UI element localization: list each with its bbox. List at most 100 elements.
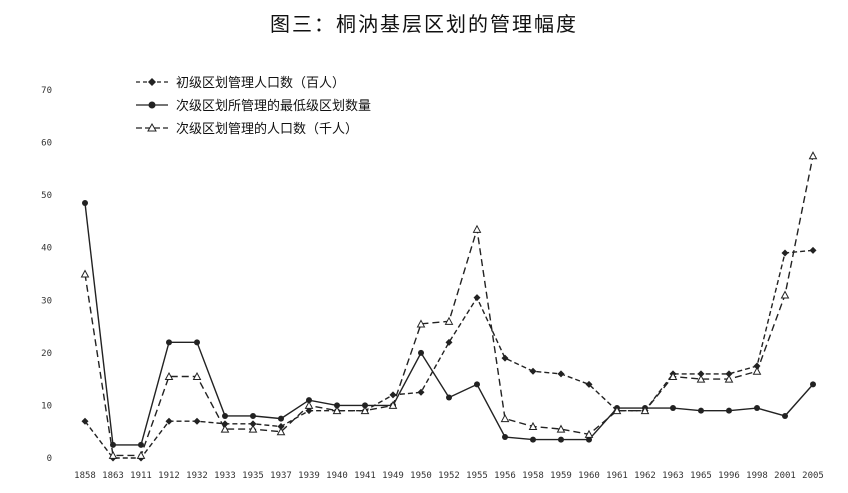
data-point-circle	[138, 441, 144, 448]
x-tick-label: 1912	[158, 471, 180, 481]
x-tick-label: 1959	[550, 471, 572, 481]
data-point-triangle	[472, 224, 482, 233]
x-tick-label: 1958	[522, 471, 544, 481]
x-tick-label: 1950	[410, 471, 432, 481]
data-point-triangle	[780, 290, 790, 299]
legend-item-primary-population: 初级区划管理人口数（百人）	[134, 70, 371, 93]
data-point-triangle	[444, 316, 454, 325]
data-point-diamond	[585, 380, 593, 388]
x-tick-label: 1962	[634, 471, 656, 481]
data-point-circle	[222, 412, 228, 419]
data-point-diamond	[725, 370, 733, 378]
data-point-triangle	[696, 374, 706, 383]
x-tick-label: 1998	[746, 471, 768, 481]
data-point-triangle	[528, 421, 538, 430]
data-point-triangle	[220, 424, 230, 433]
data-point-diamond	[305, 407, 313, 415]
x-tick-label: 1961	[606, 471, 628, 481]
data-point-circle	[418, 349, 424, 356]
x-tick-label: 1963	[662, 471, 684, 481]
data-point-circle	[698, 407, 704, 414]
data-point-circle	[502, 433, 508, 440]
legend-item-secondary-population: 次级区划管理的人口数（千人）	[134, 116, 371, 139]
legend-swatch-dashed-triangle	[136, 122, 168, 131]
data-point-diamond	[165, 417, 173, 425]
data-point-circle	[250, 412, 256, 419]
data-point-circle	[110, 441, 116, 448]
y-tick-label: 50	[41, 191, 52, 201]
data-point-triangle	[332, 406, 342, 415]
data-point-circle	[278, 415, 284, 422]
data-point-circle	[670, 405, 676, 412]
x-tick-label: 1952	[438, 471, 460, 481]
data-point-circle	[754, 405, 760, 412]
data-point-triangle	[164, 371, 174, 381]
data-point-circle	[446, 394, 452, 401]
data-point-triangle	[276, 427, 286, 436]
data-point-diamond	[389, 391, 397, 399]
data-point-triangle	[808, 151, 818, 160]
data-point-triangle	[668, 371, 678, 381]
legend-swatch-solid-circle	[136, 101, 168, 108]
data-point-circle	[810, 381, 816, 388]
data-point-diamond	[81, 417, 89, 425]
data-point-circle	[558, 436, 564, 443]
x-tick-label: 1937	[270, 471, 292, 481]
x-tick-label: 1863	[102, 471, 124, 481]
data-point-triangle	[136, 450, 146, 459]
data-point-triangle	[360, 406, 370, 415]
x-tick-label: 1932	[186, 471, 208, 481]
data-point-triangle	[192, 371, 202, 381]
x-tick-label: 1955	[466, 471, 488, 481]
data-point-diamond	[781, 249, 789, 257]
data-point-diamond	[697, 370, 705, 378]
data-point-diamond	[445, 338, 453, 346]
data-point-circle	[194, 339, 200, 346]
data-point-triangle	[640, 406, 650, 415]
data-point-circle	[82, 200, 88, 207]
data-point-triangle	[248, 424, 258, 433]
legend-label: 次级区划所管理的最低级区划数量	[176, 99, 372, 114]
data-point-diamond	[221, 420, 229, 428]
data-point-circle	[166, 339, 172, 346]
data-point-diamond	[809, 246, 817, 254]
data-point-triangle	[500, 414, 510, 423]
x-tick-label: 1939	[298, 471, 320, 481]
legend-label: 次级区划管理的人口数（千人）	[176, 122, 359, 137]
data-point-diamond	[193, 417, 201, 425]
y-tick-label: 70	[41, 86, 52, 96]
data-point-diamond	[557, 370, 565, 378]
series-lines	[84, 155, 814, 459]
x-tick-label: 1940	[326, 471, 348, 481]
data-point-triangle	[416, 319, 426, 328]
x-tick-label: 1941	[354, 471, 376, 481]
data-point-diamond	[529, 367, 537, 375]
x-tick-label: 1858	[74, 471, 96, 481]
data-point-circle	[586, 436, 592, 443]
x-tick-label: 1965	[690, 471, 712, 481]
y-tick-label: 10	[41, 401, 52, 411]
legend-item-lowest-unit-count: 次级区划所管理的最低级区划数量	[134, 93, 371, 116]
series-line-0	[84, 249, 814, 459]
data-point-diamond	[277, 422, 285, 430]
data-point-diamond	[249, 420, 257, 428]
x-tick-label: 1956	[494, 471, 516, 481]
series-markers	[80, 151, 818, 462]
data-point-circle	[782, 412, 788, 419]
data-point-triangle	[108, 450, 118, 459]
axes: 0 10 20 30 40 50 60 70 1858 1863 1911 1912 1932 1933 1…	[41, 86, 824, 481]
x-tick-label: 2001	[774, 471, 796, 481]
data-point-triangle	[556, 424, 566, 433]
data-point-circle	[334, 402, 340, 409]
data-point-diamond	[753, 362, 761, 370]
data-point-circle	[362, 402, 368, 409]
y-tick-label: 40	[41, 244, 52, 254]
data-point-circle	[530, 436, 536, 443]
data-point-triangle	[80, 269, 90, 278]
x-tick-label: 2005	[802, 471, 824, 481]
data-point-diamond	[473, 294, 481, 302]
data-point-diamond	[417, 388, 425, 396]
data-point-triangle	[584, 429, 594, 438]
data-point-circle	[306, 397, 312, 404]
